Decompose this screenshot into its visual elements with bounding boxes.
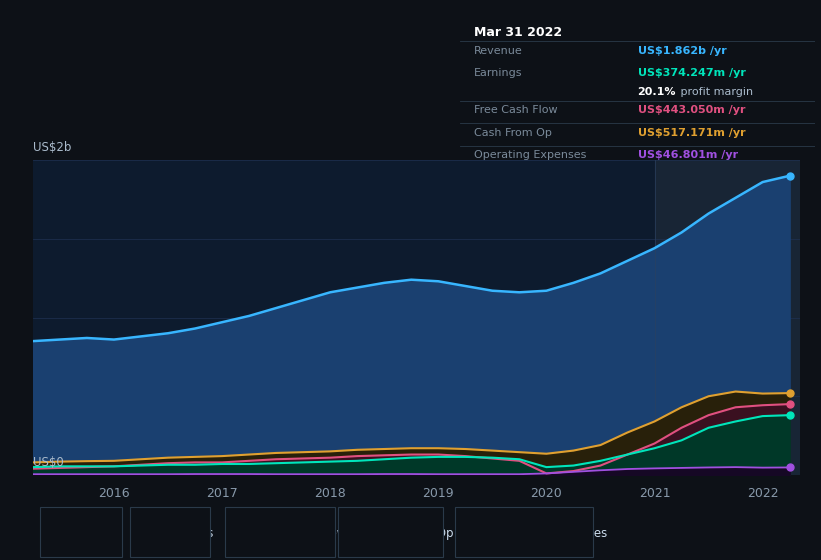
Text: ●: ● bbox=[349, 528, 357, 538]
Text: ●: ● bbox=[140, 528, 149, 538]
Text: Free Cash Flow: Free Cash Flow bbox=[258, 526, 346, 540]
Text: US$517.171m /yr: US$517.171m /yr bbox=[637, 128, 745, 138]
Text: Free Cash Flow: Free Cash Flow bbox=[475, 105, 557, 115]
Text: Mar 31 2022: Mar 31 2022 bbox=[475, 26, 562, 39]
Text: US$374.247m /yr: US$374.247m /yr bbox=[637, 68, 745, 77]
Text: Revenue: Revenue bbox=[475, 46, 523, 57]
Text: profit margin: profit margin bbox=[677, 87, 753, 97]
Text: ●: ● bbox=[466, 528, 474, 538]
Bar bbox=[654, 160, 821, 475]
Text: US$2b: US$2b bbox=[33, 141, 71, 155]
Text: Cash From Op: Cash From Op bbox=[475, 128, 552, 138]
Text: US$0: US$0 bbox=[33, 456, 63, 469]
Text: Earnings: Earnings bbox=[163, 526, 214, 540]
Text: Operating Expenses: Operating Expenses bbox=[488, 526, 607, 540]
Text: ●: ● bbox=[51, 528, 59, 538]
Text: Earnings: Earnings bbox=[475, 68, 523, 77]
Text: US$443.050m /yr: US$443.050m /yr bbox=[637, 105, 745, 115]
Text: US$1.862b /yr: US$1.862b /yr bbox=[637, 46, 727, 57]
Text: Operating Expenses: Operating Expenses bbox=[475, 150, 586, 160]
Text: Revenue: Revenue bbox=[73, 526, 124, 540]
Text: Cash From Op: Cash From Op bbox=[371, 526, 453, 540]
Text: ●: ● bbox=[236, 528, 244, 538]
Text: US$46.801m /yr: US$46.801m /yr bbox=[637, 150, 737, 160]
Text: 20.1%: 20.1% bbox=[637, 87, 676, 97]
